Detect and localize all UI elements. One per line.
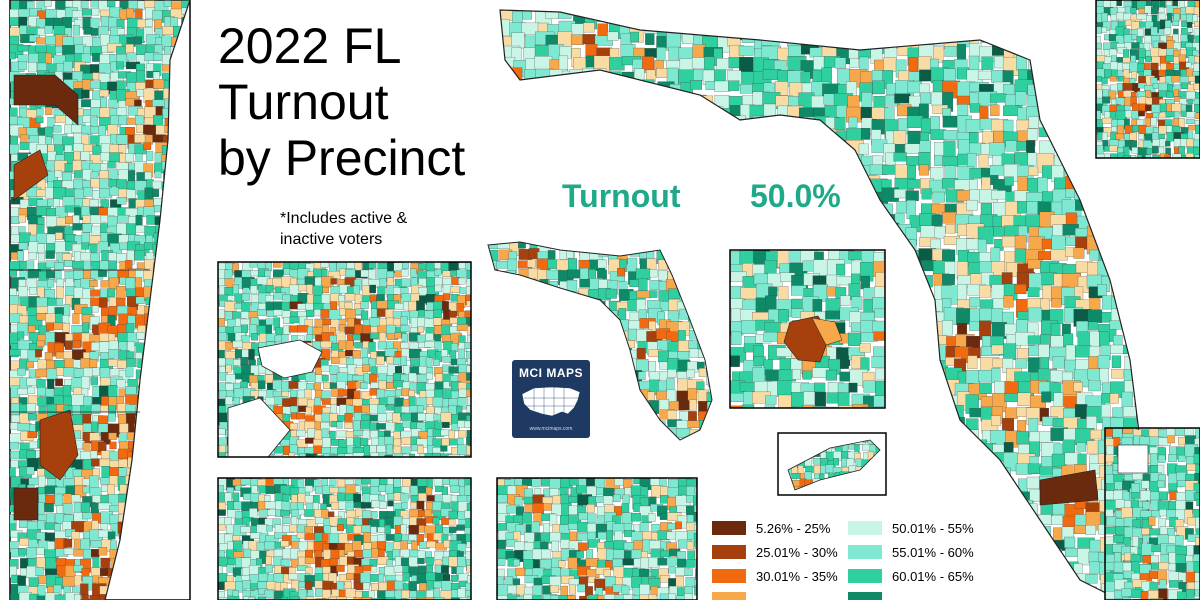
us-map-icon <box>521 386 581 417</box>
title-line-1: 2022 FL <box>218 18 402 74</box>
note-line-2: inactive voters <box>280 231 383 248</box>
legend-swatch <box>848 521 882 535</box>
note-line-1: *Includes active & <box>280 210 408 227</box>
legend-item: 5.26% - 25% <box>712 518 830 538</box>
right-edge-inset-map <box>1104 427 1200 600</box>
legend-swatch <box>848 569 882 583</box>
legend-label: 50.01% - 55% <box>892 520 974 536</box>
logo-site: www.mcimaps.com <box>529 426 573 432</box>
legend-label: 30.01% - 35% <box>756 568 838 584</box>
legend-label: 25.01% - 30% <box>756 544 838 560</box>
gainesville-inset-map <box>729 249 886 409</box>
legend-swatch <box>848 545 882 559</box>
legend-item: 60.01% - 65% <box>848 566 974 586</box>
logo-text: MCI MAPS <box>519 366 583 380</box>
legend-label: 60.01% - 65% <box>892 568 974 584</box>
legend-swatch <box>712 545 746 559</box>
keys-inset-map <box>777 432 887 496</box>
legend-item: 55.01% - 60% <box>848 542 974 562</box>
legend-swatch <box>712 521 746 535</box>
bottom-left-inset-map <box>217 477 472 600</box>
legend-label: 5.26% - 25% <box>756 520 831 536</box>
title-line-2: Turnout <box>218 74 389 130</box>
legend-item: 30.01% - 35% <box>712 566 838 586</box>
turnout-label: Turnout <box>562 178 681 214</box>
mci-maps-logo: MCI MAPS www.mcimaps.com <box>512 360 590 438</box>
legend-swatch <box>712 569 746 583</box>
legend-item: 50.01% - 55% <box>848 518 974 538</box>
turnout-value: 50.0% <box>750 178 841 214</box>
legend-label: 55.01% - 60% <box>892 544 974 560</box>
turnout-legend: 5.26% - 25% 25.01% - 30% 30.01% - 35% 50… <box>712 518 982 600</box>
top-right-inset-map <box>1095 0 1200 159</box>
legend-swatch-cut <box>712 592 746 600</box>
title-line-3: by Precinct <box>218 130 466 186</box>
east-coast-strip-map <box>9 0 191 600</box>
voter-note: *Includes active & inactive voters <box>280 208 407 250</box>
tampa-bay-inset-map <box>217 261 472 458</box>
bottom-center-inset-map <box>496 477 698 600</box>
legend-swatch-cut <box>848 592 882 600</box>
legend-item: 25.01% - 30% <box>712 542 838 562</box>
map-title: 2022 FL Turnout by Precinct <box>218 18 465 186</box>
